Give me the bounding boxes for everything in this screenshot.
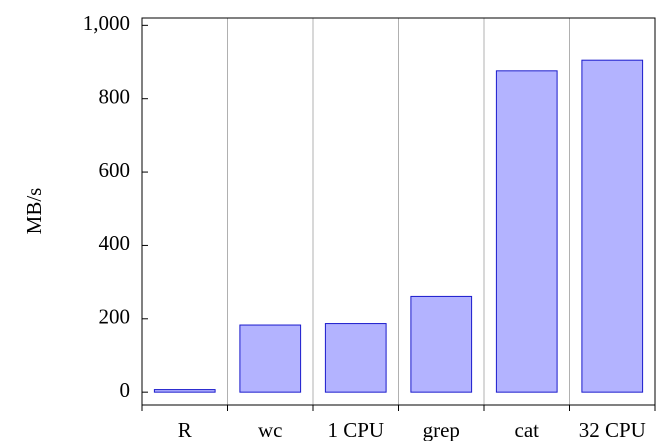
- bar: [495, 70, 558, 393]
- bar: [324, 323, 387, 393]
- bar: [239, 324, 302, 393]
- y-tick-label: 200: [99, 305, 131, 329]
- bar: [581, 59, 644, 393]
- axis-frame: [141, 17, 656, 406]
- x-tick-label: 1 CPU: [327, 418, 384, 441]
- y-tick-label: 1,000: [83, 11, 130, 35]
- x-tick-label: grep: [423, 418, 460, 441]
- bar: [410, 295, 473, 393]
- bar: [153, 389, 216, 393]
- x-tick-label: wc: [258, 418, 283, 441]
- y-tick-label: 400: [99, 231, 131, 255]
- x-tick-label: R: [178, 418, 192, 441]
- x-tick-label: 32 CPU: [579, 418, 646, 441]
- y-tick-label: 0: [120, 378, 131, 402]
- y-tick-label: 800: [99, 85, 131, 109]
- x-tick-label: cat: [515, 418, 540, 441]
- y-tick-label: 600: [99, 158, 131, 182]
- y-axis-label: MB/s: [22, 188, 46, 235]
